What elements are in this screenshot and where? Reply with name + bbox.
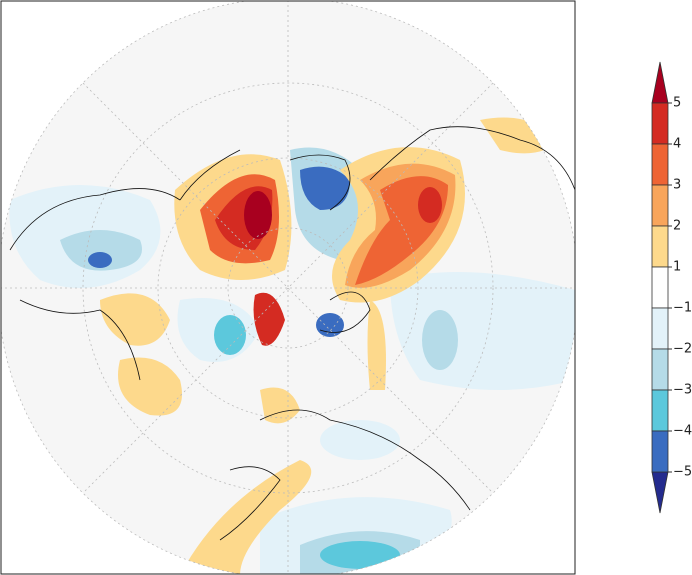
colorbar-bin (651, 143, 669, 186)
anomaly-field (9, 117, 575, 574)
coastlines (9, 126, 575, 541)
graticule (1, 1, 575, 574)
colorbar-extend-top (651, 61, 669, 104)
colorbar-label: 5 (673, 96, 681, 111)
colorbar-extend-bottom (651, 471, 669, 514)
colorbar-bin (651, 348, 669, 391)
colorbar-label: 2 (673, 219, 681, 234)
colorbar-bin (651, 225, 669, 268)
map-frame (0, 0, 576, 575)
colorbar-label: −3 (673, 383, 692, 398)
colorbar: 5 4 3 2 1 −1 −2 −3 −4 −5 (651, 61, 692, 514)
colorbar-label: −4 (673, 424, 692, 439)
colorbar-label: −5 (673, 465, 692, 480)
colorbar-bin (651, 389, 669, 432)
colorbar-label: 4 (673, 137, 681, 152)
map-panel (1, 1, 575, 574)
colorbar-bin (651, 266, 669, 309)
colorbar-label: 3 (673, 178, 681, 193)
colorbar-bin (651, 184, 669, 227)
colorbar-label: −2 (673, 342, 692, 357)
colorbar-label: −1 (673, 301, 692, 316)
colorbar-bin (651, 102, 669, 145)
colorbar-label: 1 (673, 260, 681, 275)
colorbar-bin (651, 307, 669, 350)
colorbar-bin (651, 430, 669, 473)
